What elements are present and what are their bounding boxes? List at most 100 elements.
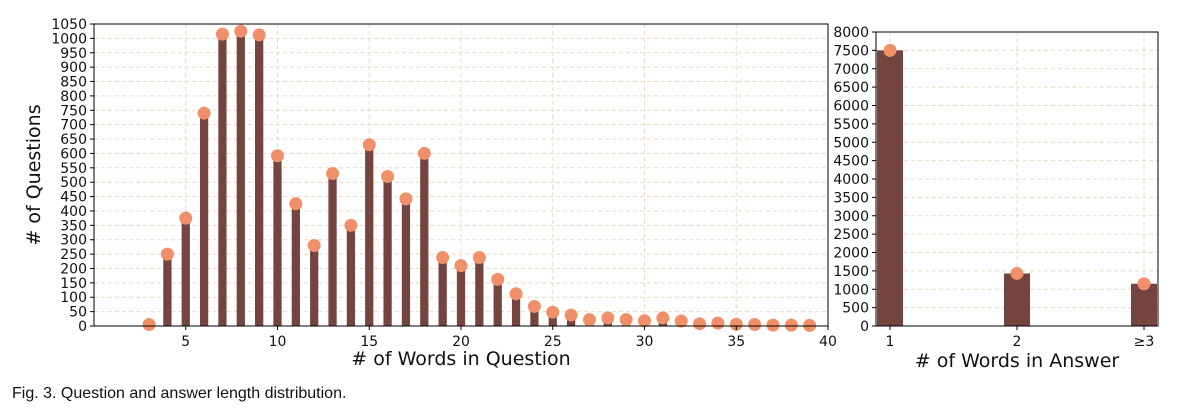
x-tick-label: 2 xyxy=(1013,334,1022,350)
y-tick-label: 4500 xyxy=(833,154,869,170)
bar xyxy=(493,279,502,326)
data-point xyxy=(601,311,615,325)
x-tick-label: 5 xyxy=(181,334,190,350)
x-tick-label: 20 xyxy=(452,334,470,350)
bar xyxy=(383,176,392,326)
y-tick-label: 800 xyxy=(60,89,87,105)
bar xyxy=(438,257,447,326)
y-tick-label: 1000 xyxy=(833,282,869,298)
y-tick-label: 4000 xyxy=(833,172,869,188)
y-tick-label: 450 xyxy=(60,190,87,206)
x-tick-label: 25 xyxy=(544,334,562,350)
data-point xyxy=(472,251,486,265)
y-tick-label: 350 xyxy=(60,218,87,234)
y-tick-label: 750 xyxy=(60,103,87,119)
data-point xyxy=(491,272,505,286)
data-point xyxy=(454,259,468,273)
data-point xyxy=(326,167,340,181)
x-tick-label: 30 xyxy=(636,334,654,350)
data-point xyxy=(197,106,211,120)
y-tick-label: 7000 xyxy=(833,62,869,78)
y-tick-label: 200 xyxy=(60,261,87,277)
data-point xyxy=(215,27,229,41)
data-point xyxy=(344,218,358,232)
data-point xyxy=(693,317,707,331)
data-point xyxy=(656,311,670,325)
bar xyxy=(236,31,245,326)
data-point xyxy=(271,149,284,163)
bar xyxy=(181,218,190,326)
x-tick-label: 10 xyxy=(269,334,287,350)
bar xyxy=(475,257,484,326)
data-point xyxy=(564,308,578,322)
data-point xyxy=(711,316,725,330)
bar xyxy=(548,312,557,326)
data-point xyxy=(527,299,541,313)
data-point xyxy=(766,318,780,332)
data-point xyxy=(619,313,633,327)
bar xyxy=(218,34,227,327)
data-point xyxy=(748,318,762,332)
figure-caption: Fig. 3. Question and answer length distr… xyxy=(12,385,347,402)
data-point xyxy=(883,43,897,57)
data-point xyxy=(179,211,193,225)
bar xyxy=(310,245,319,326)
data-point xyxy=(381,169,395,183)
data-point xyxy=(509,287,523,301)
data-point xyxy=(252,28,266,42)
y-tick-label: 1050 xyxy=(51,17,87,33)
data-point xyxy=(582,313,596,327)
y-tick-label: 3000 xyxy=(833,209,869,225)
bar xyxy=(328,173,337,326)
answer-length-chart: 0 500 1000 1500 2000 2500 3000 3500 4000 4500 5000… xyxy=(833,25,1159,372)
bar xyxy=(199,113,209,327)
x-tick-label: 40 xyxy=(819,334,837,350)
y-tick-label: 500 xyxy=(60,175,87,191)
data-point xyxy=(1137,277,1151,291)
data-point xyxy=(417,146,431,160)
y-tick-label: 150 xyxy=(60,276,87,292)
y-tick-label: 300 xyxy=(60,233,87,249)
bar xyxy=(273,155,282,326)
y-tick-label: 0 xyxy=(860,319,869,335)
data-point xyxy=(803,318,817,332)
y-tick-label: 6000 xyxy=(833,99,869,115)
y-tick-label: 1500 xyxy=(833,264,869,280)
y-tick-label: 1000 xyxy=(51,31,87,47)
y-tick-label: 950 xyxy=(60,46,87,62)
data-point xyxy=(1010,266,1024,280)
x-axis-label: # of Words in Question xyxy=(351,348,570,370)
y-tick-label: 100 xyxy=(60,290,87,306)
y-tick-label: 2000 xyxy=(833,246,869,262)
bar xyxy=(420,153,429,326)
y-tick-label: 250 xyxy=(60,247,87,263)
y-tick-label: 5500 xyxy=(833,117,869,133)
y-tick-label: 650 xyxy=(60,132,87,148)
data-point xyxy=(546,305,560,319)
data-point xyxy=(289,197,303,211)
bar xyxy=(530,306,539,326)
data-point xyxy=(399,192,413,206)
y-tick-label: 6500 xyxy=(833,80,869,96)
bar xyxy=(877,50,903,326)
bar xyxy=(1004,273,1030,326)
data-point xyxy=(160,247,174,261)
data-point xyxy=(674,314,688,328)
y-tick-label: 900 xyxy=(60,60,87,76)
bar xyxy=(401,198,411,326)
bar xyxy=(511,293,521,326)
data-point xyxy=(638,314,651,328)
bar xyxy=(255,34,264,326)
bar xyxy=(291,203,300,326)
bar xyxy=(365,144,374,326)
y-tick-label: 850 xyxy=(60,75,87,91)
question-length-chart: 0501001502002503003504004505005506006507… xyxy=(23,17,837,370)
y-tick-label: 600 xyxy=(60,146,87,162)
y-tick-label: 50 xyxy=(69,305,87,321)
data-point xyxy=(729,317,743,331)
bar xyxy=(346,225,356,326)
data-point xyxy=(307,238,321,252)
data-point xyxy=(142,318,156,332)
y-tick-label: 0 xyxy=(78,319,87,335)
